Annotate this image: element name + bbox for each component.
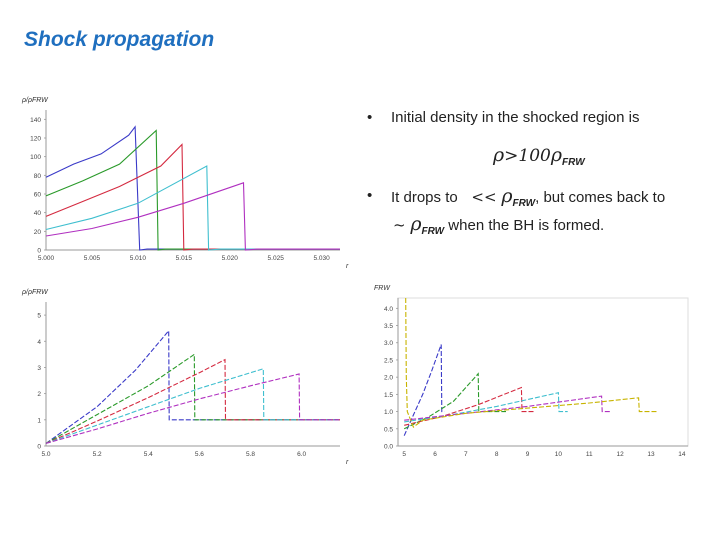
formula-operator: > (504, 146, 519, 166)
density-plot-zoom: 0 20 40 60 80 100 120 140 5.000 5.005 5.010 5.015 5.… (21, 97, 349, 270)
bullet-drops: • It drops to << ρFRW, but comes back to… (365, 186, 715, 242)
y-tick-label: 1.5 (384, 392, 393, 399)
drop-formula: << ρFRW (462, 185, 536, 209)
formula-subscript: FRW (562, 157, 585, 168)
bullet-text: when the BH is formed. (448, 217, 605, 234)
plot-frame (397, 297, 689, 447)
rho-symbol: ρ (501, 185, 513, 207)
x-tick-label: 5.010 (130, 255, 147, 262)
bullet-initial-density: • Initial density in the shocked region … (365, 108, 715, 128)
series-line (45, 358, 340, 444)
y-tick-label: 140 (30, 117, 41, 124)
x-tick-label: 12 (617, 451, 625, 458)
x-tick-label: 5.0 (41, 451, 50, 458)
formula-operator: << (471, 188, 497, 206)
formula-subscript: FRW (421, 226, 445, 237)
rho-symbol: ρ (550, 144, 563, 166)
x-tick-label: 14 (678, 451, 686, 458)
series-line (403, 344, 445, 436)
series-line (45, 182, 340, 251)
density-plot-late: 0.0 0.5 1.0 1.5 2.0 2.5 3.0 3.5 4.0 5 6 7 8 9 10 11 12 13… (374, 285, 689, 458)
series-line (404, 395, 611, 421)
x-tick-label: 5.2 (93, 451, 102, 458)
x-tick-label: 10 (555, 451, 563, 458)
y-tick-label: 100 (30, 154, 41, 161)
axis-lines (397, 298, 688, 447)
x-tick-label: 7 (464, 451, 468, 458)
formula-operator: ~ (393, 216, 406, 234)
bullet-list: • Initial density in the shocked region … (365, 108, 715, 242)
series-line (405, 297, 658, 428)
axis-lines (45, 302, 340, 447)
x-tick-label: 8 (495, 451, 499, 458)
bullet-text: It drops to (391, 189, 458, 206)
bullet-continuation: ~ ρFRW when the BH is formed. (391, 214, 715, 242)
x-tick-label: 5.8 (246, 451, 255, 458)
x-tick-label: 11 (586, 451, 593, 458)
bullet-text: Initial density in the shocked region is (391, 109, 640, 126)
y-tick-label: 2 (37, 391, 41, 398)
series-line (45, 353, 340, 444)
y-tick-label: 60 (34, 192, 42, 199)
series-line (45, 329, 340, 444)
y-tick-label: 0.0 (384, 444, 393, 451)
bullet-dot: • (367, 109, 373, 126)
y-tick-label: 0 (37, 444, 41, 451)
x-tick-label: 6.0 (297, 451, 306, 458)
x-tick-label: 5.030 (313, 255, 330, 262)
x-tick-label: 9 (526, 451, 530, 458)
x-tick-label: 13 (647, 451, 655, 458)
series-line (45, 143, 340, 251)
x-tick-label: 5.015 (176, 255, 193, 262)
y-tick-label: 20 (34, 229, 42, 236)
y-tick-label: 4.0 (384, 306, 393, 313)
y-tick-label: 120 (30, 136, 41, 143)
bullet-text: , but comes back to (535, 189, 666, 206)
series-line (45, 129, 340, 251)
y-tick-label: 1 (37, 417, 41, 424)
x-tick-label: 5.000 (38, 255, 55, 262)
slide-title: Shock propagation (24, 28, 215, 51)
density-plot-early: 0 1 2 3 4 5 5.0 5.2 5.4 5.6 5.8 6.0 ρ/ρFRW r (21, 289, 349, 466)
y-axis-label: ρ/ρFRW (21, 289, 49, 296)
y-tick-label: 1.0 (384, 409, 393, 416)
y-tick-label: 3.0 (384, 340, 393, 347)
x-tick-label: 5 (402, 451, 406, 458)
y-tick-label: 0.5 (384, 426, 393, 433)
rho-symbol: ρ (493, 144, 505, 166)
x-axis-label: r (346, 263, 349, 270)
y-tick-label: 40 (34, 210, 42, 217)
series-line (45, 373, 340, 444)
x-axis-label: r (346, 459, 349, 466)
series-line (45, 368, 340, 444)
return-formula: ~ ρFRW (393, 213, 445, 237)
x-tick-label: 6 (433, 451, 437, 458)
y-tick-label: 3.5 (384, 323, 393, 330)
y-tick-label: 3 (37, 365, 41, 372)
y-tick-label: 4 (37, 339, 41, 346)
x-tick-label: 5.025 (268, 255, 285, 262)
y-tick-label: 2.0 (384, 375, 393, 382)
rho-symbol: ρ (410, 213, 422, 235)
formula-coefficient: 100 (518, 146, 551, 166)
series-line (45, 125, 340, 251)
x-tick-label: 5.020 (222, 255, 239, 262)
y-axis-label: FRW (374, 285, 391, 292)
density-formula: ρ>100ρFRW (493, 144, 715, 168)
series-line (45, 165, 340, 251)
formula-subscript: FRW (512, 198, 536, 209)
x-tick-label: 5.005 (84, 255, 101, 262)
x-tick-label: 5.4 (144, 451, 153, 458)
y-tick-label: 5 (37, 313, 41, 320)
x-tick-label: 5.6 (195, 451, 204, 458)
bullet-dot: • (367, 187, 373, 204)
y-tick-label: 2.5 (384, 357, 393, 364)
y-tick-label: 0 (37, 248, 41, 255)
y-axis-label: ρ/ρFRW (21, 97, 49, 104)
y-tick-label: 80 (34, 173, 42, 180)
plot-frame (46, 302, 340, 446)
